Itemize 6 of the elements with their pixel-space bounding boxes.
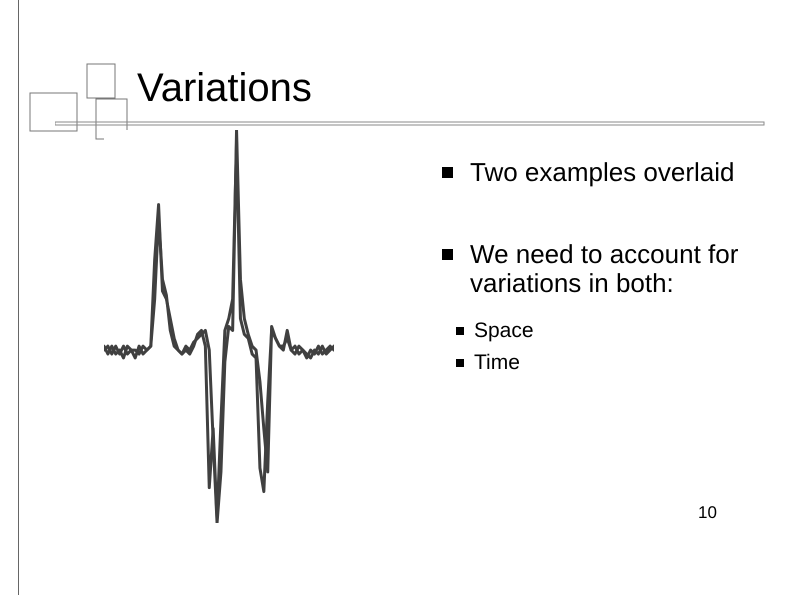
text: 10 [698,503,717,523]
chart-title: Variations [137,65,312,112]
text: Two examples overlaid [470,157,736,187]
text: We need to account for variations in both: [470,239,740,298]
text: Space [474,318,535,344]
text: Time [474,350,521,376]
